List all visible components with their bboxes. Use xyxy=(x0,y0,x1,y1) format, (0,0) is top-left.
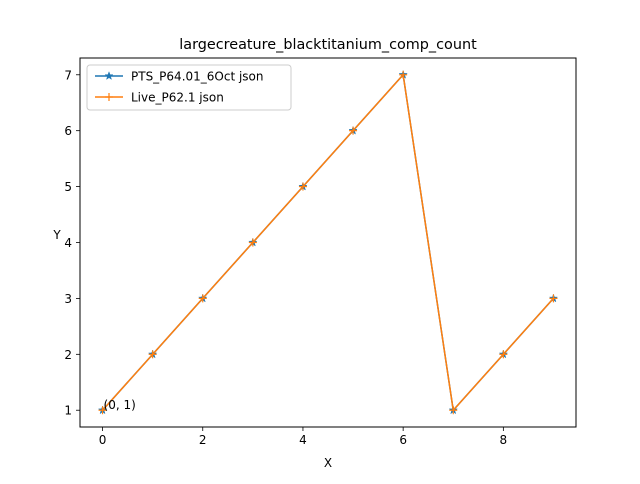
point-annotation: (0, 1) xyxy=(104,398,136,412)
plot-content: (0, 1) xyxy=(97,69,559,415)
data-point xyxy=(549,294,558,303)
legend-marker xyxy=(105,93,113,101)
y-tick-label: 1 xyxy=(64,404,72,418)
legend-label: Live_P62.1 json xyxy=(131,91,224,105)
y-tick-label: 7 xyxy=(64,68,72,82)
y-tick-label: 2 xyxy=(64,348,72,362)
y-axis: 1 2 3 4 5 6 7 xyxy=(64,68,80,418)
data-point xyxy=(198,294,207,303)
data-point xyxy=(349,126,358,135)
x-axis-label: X xyxy=(324,456,332,470)
data-point xyxy=(449,406,458,415)
legend-label: PTS_P64.01_6Oct json xyxy=(131,70,264,84)
data-point xyxy=(399,70,408,79)
chart-title: largecreature_blacktitanium_comp_count xyxy=(179,37,477,53)
y-tick-label: 4 xyxy=(64,236,72,250)
y-tick-label: 3 xyxy=(64,292,72,306)
x-tick-label: 8 xyxy=(500,433,508,447)
data-point xyxy=(148,350,157,359)
x-tick-label: 6 xyxy=(399,433,407,447)
x-tick-label: 2 xyxy=(199,433,207,447)
series-2 xyxy=(98,70,558,415)
legend-entry: Live_P62.1 json xyxy=(95,91,224,105)
y-axis-label: Y xyxy=(52,228,61,242)
legend-box xyxy=(86,64,292,111)
legend-marker xyxy=(104,71,114,81)
data-point xyxy=(499,350,508,359)
y-tick-label: 5 xyxy=(64,180,72,194)
data-point xyxy=(298,182,307,191)
x-tick-label: 4 xyxy=(299,433,307,447)
data-point xyxy=(98,406,107,415)
legend: PTS_P64.01_6Oct json Live_P62.1 json xyxy=(86,64,292,111)
y-tick-label: 6 xyxy=(64,124,72,138)
series-line xyxy=(101,74,555,411)
legend-entry: PTS_P64.01_6Oct json xyxy=(95,70,264,84)
x-axis: 0 2 4 6 8 xyxy=(99,427,507,447)
data-point xyxy=(248,238,257,247)
x-tick-label: 0 xyxy=(99,433,107,447)
